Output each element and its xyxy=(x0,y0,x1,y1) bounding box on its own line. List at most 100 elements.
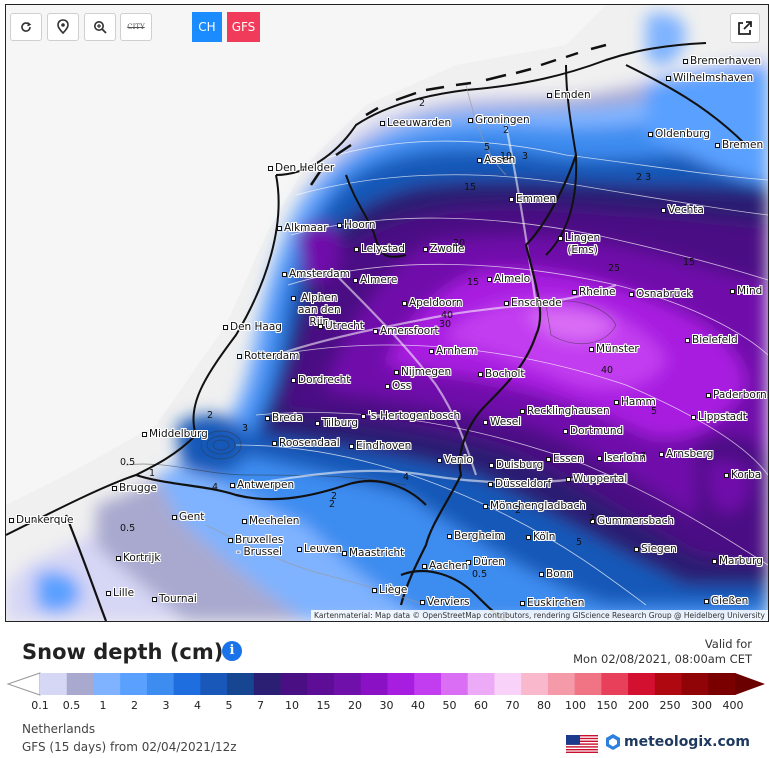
city-label: Breda xyxy=(272,412,303,424)
valid-datetime: Mon 02/08/2021, 08:00am CET xyxy=(573,652,752,666)
share-button[interactable] xyxy=(730,13,760,43)
city-label: Enschede xyxy=(511,297,562,309)
contour-value-label: 15 xyxy=(467,277,480,288)
scale-tick-label: 10 xyxy=(285,699,299,712)
city-marker xyxy=(354,247,359,252)
city-marker xyxy=(318,324,323,329)
city-marker xyxy=(477,158,482,163)
city-marker xyxy=(539,572,544,577)
city-label: Arnhem xyxy=(436,345,478,357)
city-label: Lille xyxy=(113,587,135,599)
city-label: Korba xyxy=(731,469,762,481)
city-label: Hoorn xyxy=(344,219,376,231)
contour-value-label: 3 xyxy=(242,423,249,434)
city-marker xyxy=(487,277,492,282)
city-marker xyxy=(706,393,711,398)
scale-swatch xyxy=(173,673,201,695)
locate-button[interactable] xyxy=(47,13,79,41)
city-label: Middelburg xyxy=(149,428,208,440)
contour-value-label: 2 xyxy=(331,491,338,502)
city-marker xyxy=(590,519,595,524)
city-label: Amersfoort xyxy=(380,325,439,337)
city-marker xyxy=(297,547,302,552)
city-marker xyxy=(9,518,14,523)
scale-tick-label: 70 xyxy=(505,699,520,712)
city-label: Oss xyxy=(392,380,412,392)
city-label: Leuven xyxy=(304,543,343,555)
scale-tick-label: 250 xyxy=(659,699,681,712)
contour-value-label: 40 xyxy=(441,310,454,321)
contour-value-label: 4 xyxy=(212,482,219,493)
city-label: Verviers xyxy=(427,596,470,608)
city-marker xyxy=(715,143,720,148)
city-label: Wesel xyxy=(490,416,522,428)
contour-value-label: 7 xyxy=(640,451,647,462)
contour-value-label: 2 3 xyxy=(636,172,652,183)
city-marker xyxy=(488,482,493,487)
contour-value-label: 20 xyxy=(453,238,466,249)
city-labels-toggle[interactable]: CITY xyxy=(120,13,152,41)
city-marker xyxy=(385,384,390,389)
city-marker xyxy=(509,197,514,202)
city-marker xyxy=(242,519,247,524)
brand-logo[interactable]: meteologix.com xyxy=(605,733,750,751)
city-marker xyxy=(394,370,399,375)
contour-value-label: 2 xyxy=(329,499,336,510)
brand-name: meteologix.com xyxy=(624,734,750,750)
city-marker xyxy=(282,272,287,277)
scale-swatch xyxy=(414,673,442,695)
scale-swatch xyxy=(253,673,282,695)
city-label: Bruxelles - Brussel xyxy=(235,534,284,558)
city-marker xyxy=(268,166,273,171)
info-icon[interactable]: i xyxy=(222,641,242,661)
city-label: Apeldoorn xyxy=(409,297,463,309)
city-label: Euskirchen xyxy=(527,597,585,609)
city-marker xyxy=(526,535,531,540)
city-marker xyxy=(614,400,619,405)
map-pin-icon xyxy=(57,19,69,35)
contour-value-label: 25 xyxy=(608,263,621,274)
map-view[interactable]: CITY CH GFS Bremerhaven Wilhelmshaven Emde… xyxy=(5,4,769,622)
city-label: Rheine xyxy=(579,286,616,298)
city-label: Mind xyxy=(737,285,763,297)
city-label: Vechta xyxy=(668,204,704,216)
scale-swatch xyxy=(66,673,94,695)
model-button-ch[interactable]: CH xyxy=(192,12,222,42)
scale-tick-label: 200 xyxy=(628,699,649,712)
scale-swatch xyxy=(280,673,308,695)
contour-value-label: 15 xyxy=(683,257,696,268)
scale-tick-label: 5 xyxy=(225,699,233,712)
city-marker xyxy=(342,551,347,556)
city-marker xyxy=(634,547,639,552)
us-flag-icon[interactable] xyxy=(566,735,598,753)
scale-tick-label: 1 xyxy=(99,699,107,712)
scale-tick-label: 60 xyxy=(474,699,488,712)
city-marker xyxy=(172,515,177,520)
model-button-gfs[interactable]: GFS xyxy=(227,12,260,42)
zoom-button[interactable] xyxy=(84,13,116,41)
city-marker xyxy=(489,463,494,468)
scale-swatch xyxy=(467,673,495,695)
city-label: Assen xyxy=(484,154,516,166)
scale-tick-label: 50 xyxy=(442,699,457,712)
city-marker xyxy=(420,600,425,605)
city-label: Tilburg xyxy=(322,417,359,429)
contour-value-label: 0.5 xyxy=(472,569,488,580)
reload-button[interactable] xyxy=(10,13,42,41)
city-marker xyxy=(291,296,296,301)
city-label: Aachen xyxy=(429,560,469,572)
contour-value-label: 2 xyxy=(207,410,214,421)
city-label: Gent xyxy=(179,511,205,523)
contour-value-label: 2 xyxy=(515,505,522,516)
scale-tick-label: 400 xyxy=(722,699,744,712)
city-marker xyxy=(483,420,488,425)
city-label: Liège xyxy=(379,584,408,596)
scale-swatch xyxy=(120,673,148,695)
scale-swatch xyxy=(334,673,362,695)
scale-swatch xyxy=(227,673,255,695)
scale-swatch xyxy=(654,673,683,695)
city-label: Almere xyxy=(360,274,398,286)
city-marker xyxy=(629,292,634,297)
city-label: Bonn xyxy=(546,568,573,580)
city-label: Düsseldorf xyxy=(495,478,552,490)
